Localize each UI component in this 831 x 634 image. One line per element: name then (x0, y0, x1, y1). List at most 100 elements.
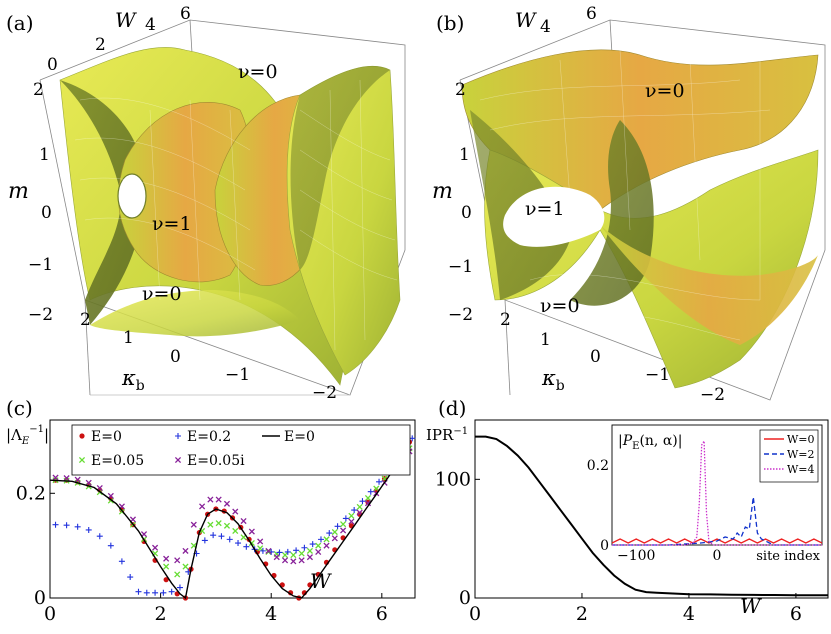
panel-c-point (201, 537, 208, 544)
panel-c-point (240, 517, 247, 525)
panel-c-point (364, 494, 372, 502)
panel-c-legend-label: E=0 (284, 429, 315, 445)
panel-d-inset-xtick-label: 0 (713, 548, 722, 564)
panel-c-point (235, 540, 242, 547)
panel-b-label: (b) (436, 11, 464, 35)
panel-b-axis-m: m (432, 179, 453, 204)
panel-c-point (290, 558, 297, 565)
panel-a-surface-right-shade (290, 66, 390, 270)
panel-b-region-bottom: ν=0 (540, 295, 580, 317)
panel-c-legend-label: E=0 (91, 429, 122, 445)
panel-c-xtick-label: 0 (44, 603, 56, 625)
panel-b-mtick-0: 2 (455, 80, 466, 100)
panel-a-mtick-3: −1 (28, 255, 53, 275)
panel-c-legend-label: E=0.2 (187, 429, 231, 445)
panel-a-wtick-1: 2 (95, 35, 106, 55)
panel-c: (c) 0 2 4 600.2 |ΛE−1| W E=0 E=0.2 E=0E=0.05 E… (6, 396, 416, 625)
panel-b-hole (503, 186, 605, 247)
panel-d-inset: −100 0 0 0.2 site index |PE(n, α)| W=0 W=2 W=4 (587, 424, 823, 564)
panel-a-ktick-3: −1 (225, 365, 250, 385)
panel-c-point (367, 488, 374, 495)
panel-c-point (293, 547, 300, 554)
panel-b-mesh (479, 49, 771, 341)
panel-b-mtick-4: −2 (448, 305, 473, 325)
panel-c-point (342, 515, 349, 522)
panel-c-point (306, 554, 313, 561)
panel-a-tube-hole (117, 173, 147, 219)
panel-c-point (356, 503, 363, 510)
panel-b: (b) ν=0 ν=1 ν=0 W 6 4 m 2 1 0 −1 −2 2 1 … (432, 4, 826, 405)
panel-c-point (232, 527, 239, 535)
panel-b-mtick-1: 1 (459, 145, 470, 165)
panel-a-ktick-2: 0 (170, 347, 181, 367)
panel-c-legend-box (71, 424, 411, 476)
panel-b-cone-bottom (600, 225, 818, 345)
panel-d-xtick-label: 2 (576, 603, 588, 625)
panel-c-point (143, 589, 150, 596)
panel-c-series-line (49, 444, 411, 600)
panel-c-series-2 (52, 435, 416, 596)
panel-a-axis-w: W (115, 8, 137, 32)
panel-c-point (281, 552, 289, 559)
panel-d-ytick-label: 0 (459, 587, 471, 609)
panel-b-region-top: ν=0 (645, 80, 685, 102)
panel-d-inset-legend-label: W=2 (787, 448, 815, 461)
panel-c-point (127, 574, 134, 581)
panel-c-legend-swatch (174, 456, 182, 464)
panel-c-point (96, 533, 103, 540)
panel-c-point (326, 530, 333, 537)
panel-a-surface-bottom (90, 290, 300, 337)
panel-c-xtick-label: 4 (265, 603, 277, 625)
panel-c-xlabel: W (310, 569, 332, 593)
panel-c-point (331, 535, 338, 542)
panel-c-point (340, 521, 347, 528)
panel-a-ktick-0: 2 (80, 310, 91, 330)
panel-c-point (323, 542, 330, 549)
panel-a-mesh (74, 79, 398, 351)
panel-c-point (273, 554, 280, 561)
panel-c-point (301, 544, 308, 551)
panel-b-region-mid: ν=1 (525, 198, 565, 220)
panel-d-inset-ylabel: |PE(n, α)| (618, 433, 682, 452)
panel-c-point (298, 550, 305, 557)
panel-d-frame (474, 419, 829, 599)
panel-c-point (152, 589, 159, 596)
panel-c-point (334, 523, 341, 530)
panel-d-inset-xtick-label: −100 (617, 548, 655, 564)
panel-c-point (323, 536, 330, 543)
panel-a-mtick-4: −2 (28, 305, 53, 325)
panel-c-point (52, 474, 59, 481)
panel-c-point (135, 588, 142, 595)
panel-c-point (107, 542, 114, 549)
panel-c-point (373, 485, 380, 492)
panel-a-ktick-1: 1 (123, 328, 134, 348)
panel-c-xtick-label: 2 (155, 603, 167, 625)
panel-c-legend-swatch (78, 456, 86, 464)
panel-c-point (190, 521, 197, 528)
panel-c-point (243, 543, 250, 550)
panel-c-point (226, 536, 233, 543)
panel-c-point (152, 544, 159, 551)
panel-c-point (174, 571, 181, 578)
panel-c-point (74, 476, 81, 483)
panel-c-legend-label: E=0.05 (91, 453, 144, 469)
panel-a-surface-left (60, 80, 146, 325)
panel-c-point (215, 520, 222, 527)
panel-d-series-line (475, 435, 828, 597)
panel-c-point (215, 496, 222, 503)
panel-a-axis-k: κb (121, 366, 145, 394)
panel-a-mtick-2: 0 (41, 203, 52, 223)
panel-c-point (168, 588, 175, 595)
panel-b-ktick-2: 0 (590, 347, 601, 367)
panel-c-point (63, 475, 70, 482)
panel-c-legend-label: E=0.05i (187, 453, 245, 469)
panel-a-region-top: ν=0 (238, 61, 278, 83)
panel-c-point (315, 548, 322, 555)
panel-a-ktick-4: −2 (312, 383, 337, 403)
panel-c-point (199, 503, 206, 510)
panel-c-point (290, 552, 297, 559)
panel-a-label: (a) (6, 11, 34, 35)
panel-c-point (63, 522, 70, 529)
panel-c-point (309, 541, 316, 548)
